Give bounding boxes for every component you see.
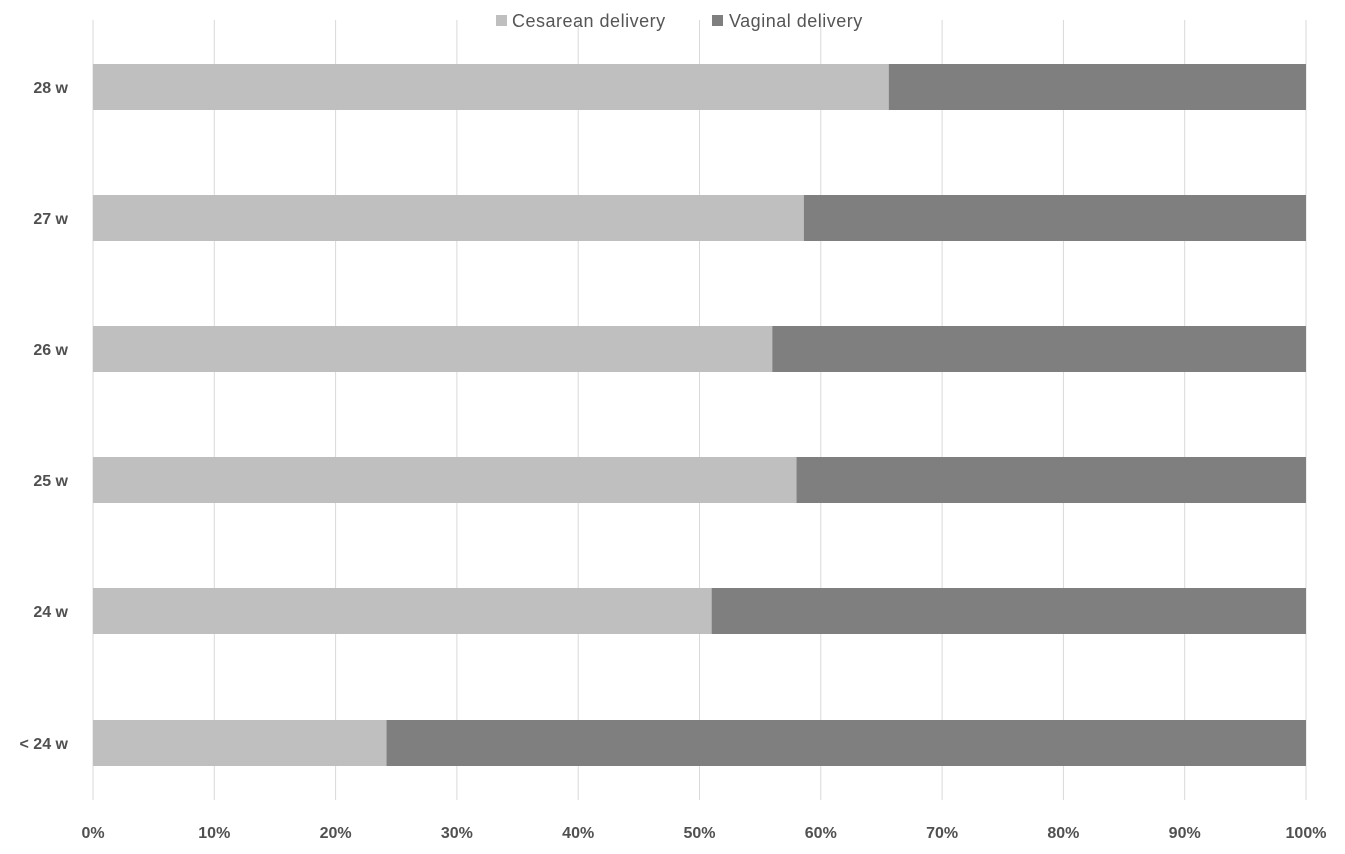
bars: [93, 64, 1306, 766]
bar-cesarean: [93, 64, 889, 110]
legend-swatch: [496, 15, 507, 26]
category-label: 24 w: [33, 604, 68, 621]
category-label: 28 w: [33, 80, 68, 97]
legend-label: Vaginal delivery: [729, 11, 863, 31]
category-label: 27 w: [33, 211, 68, 228]
x-tick-label: 100%: [1286, 825, 1327, 842]
x-tick-label: 20%: [320, 825, 352, 842]
bar-cesarean: [93, 195, 804, 241]
legend-label: Cesarean delivery: [512, 11, 666, 31]
bar-vaginal: [386, 720, 1306, 766]
x-tick-label: 0%: [81, 825, 104, 842]
x-tick-label: 80%: [1047, 825, 1079, 842]
category-axis-labels: 28 w 27 w 26 w 25 w 24 w < 24 w: [20, 80, 69, 753]
x-tick-label: 60%: [805, 825, 837, 842]
x-tick-label: 30%: [441, 825, 473, 842]
x-tick-label: 50%: [683, 825, 715, 842]
bar-vaginal: [796, 457, 1306, 503]
bar-vaginal: [711, 588, 1306, 634]
x-tick-label: 40%: [562, 825, 594, 842]
bar-cesarean: [93, 720, 387, 766]
bar-vaginal: [772, 326, 1306, 372]
category-label: 25 w: [33, 473, 68, 490]
x-tick-label: 70%: [926, 825, 958, 842]
legend: Cesarean delivery Vaginal delivery: [496, 11, 863, 31]
bar-cesarean: [93, 326, 773, 372]
x-tick-label: 10%: [198, 825, 230, 842]
category-label: 26 w: [33, 342, 68, 359]
bar-vaginal: [803, 195, 1306, 241]
gridlines: [92, 20, 1307, 800]
category-label: < 24 w: [20, 736, 69, 753]
value-axis-tick-labels: 0% 10% 20% 30% 40% 50% 60% 70% 80% 90% 100%: [81, 825, 1326, 842]
bar-cesarean: [93, 588, 712, 634]
bar-cesarean: [93, 457, 797, 503]
legend-swatch: [712, 15, 723, 26]
bar-vaginal: [888, 64, 1306, 110]
x-tick-label: 90%: [1169, 825, 1201, 842]
